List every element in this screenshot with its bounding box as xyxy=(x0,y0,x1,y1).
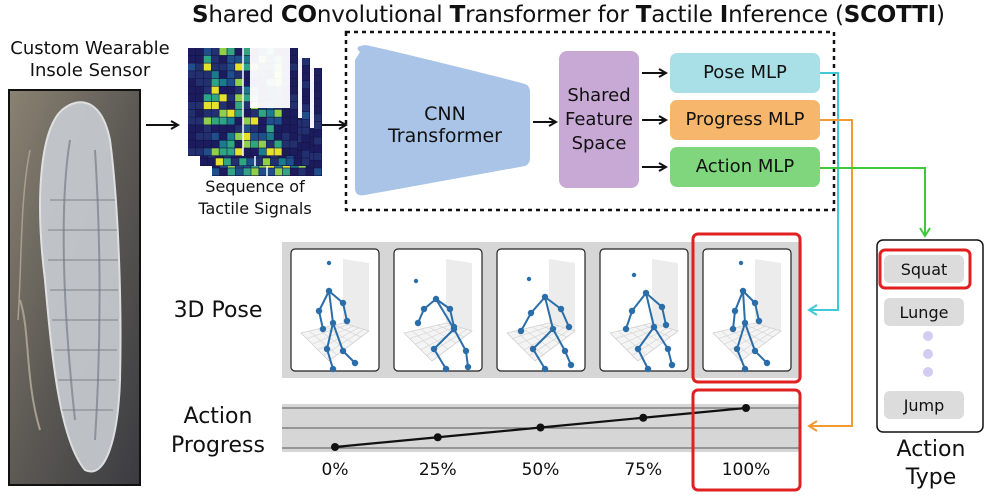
feature-block: Shared Feature Space xyxy=(559,84,639,156)
action-type-lunge: Lunge xyxy=(884,298,964,326)
progress-tick-label: 50% xyxy=(522,460,560,480)
progress-tick-label: 100% xyxy=(722,460,771,480)
progress-point xyxy=(331,443,339,451)
pose-frame xyxy=(497,249,585,372)
progress-point xyxy=(434,433,442,441)
action-type-squat: Squat xyxy=(884,255,964,283)
ellipsis-dot xyxy=(923,349,933,359)
progress-point xyxy=(537,424,545,432)
feature-line1: Shared xyxy=(567,84,630,108)
encoder-block: CNN Transformer xyxy=(365,95,525,155)
progress-point xyxy=(639,414,647,422)
progress-mlp-label: Progress MLP xyxy=(670,100,820,140)
action-type-jump: Jump xyxy=(884,391,964,419)
pose-frame xyxy=(291,249,379,372)
action-output-arrow xyxy=(820,168,925,236)
progress-label-line1: Action xyxy=(158,402,278,431)
feature-line3: Space xyxy=(572,132,627,156)
action-type-label: Action Type xyxy=(878,436,984,492)
pose-frame xyxy=(600,249,688,372)
progress-chart xyxy=(282,404,800,452)
action-mlp-label: Action MLP xyxy=(670,147,820,187)
progress-tick-label: 25% xyxy=(419,460,457,480)
heatmap-layer xyxy=(188,48,298,156)
pose-frame xyxy=(703,249,791,372)
action-type-label-line1: Action xyxy=(878,436,984,464)
insole-photo xyxy=(9,90,140,485)
progress-label-line2: Progress xyxy=(158,431,278,460)
progress-tick-label: 75% xyxy=(624,460,662,480)
ellipsis-dot xyxy=(923,367,933,377)
tactile-heatmap-stack xyxy=(188,48,322,176)
pose-mlp-label: Pose MLP xyxy=(670,53,820,93)
feature-line2: Feature xyxy=(565,108,633,132)
pose-section-label: 3D Pose xyxy=(168,296,268,326)
progress-section-label: Action Progress xyxy=(158,402,278,460)
progress-point xyxy=(742,404,750,412)
action-type-label-line2: Type xyxy=(878,464,984,492)
encoder-line1: CNN xyxy=(424,103,466,125)
progress-tick-label: 0% xyxy=(322,460,349,480)
pose-frame xyxy=(394,249,482,372)
ellipsis-dot xyxy=(923,331,933,341)
encoder-line2: Transformer xyxy=(388,125,502,147)
pose-frames xyxy=(291,249,791,372)
